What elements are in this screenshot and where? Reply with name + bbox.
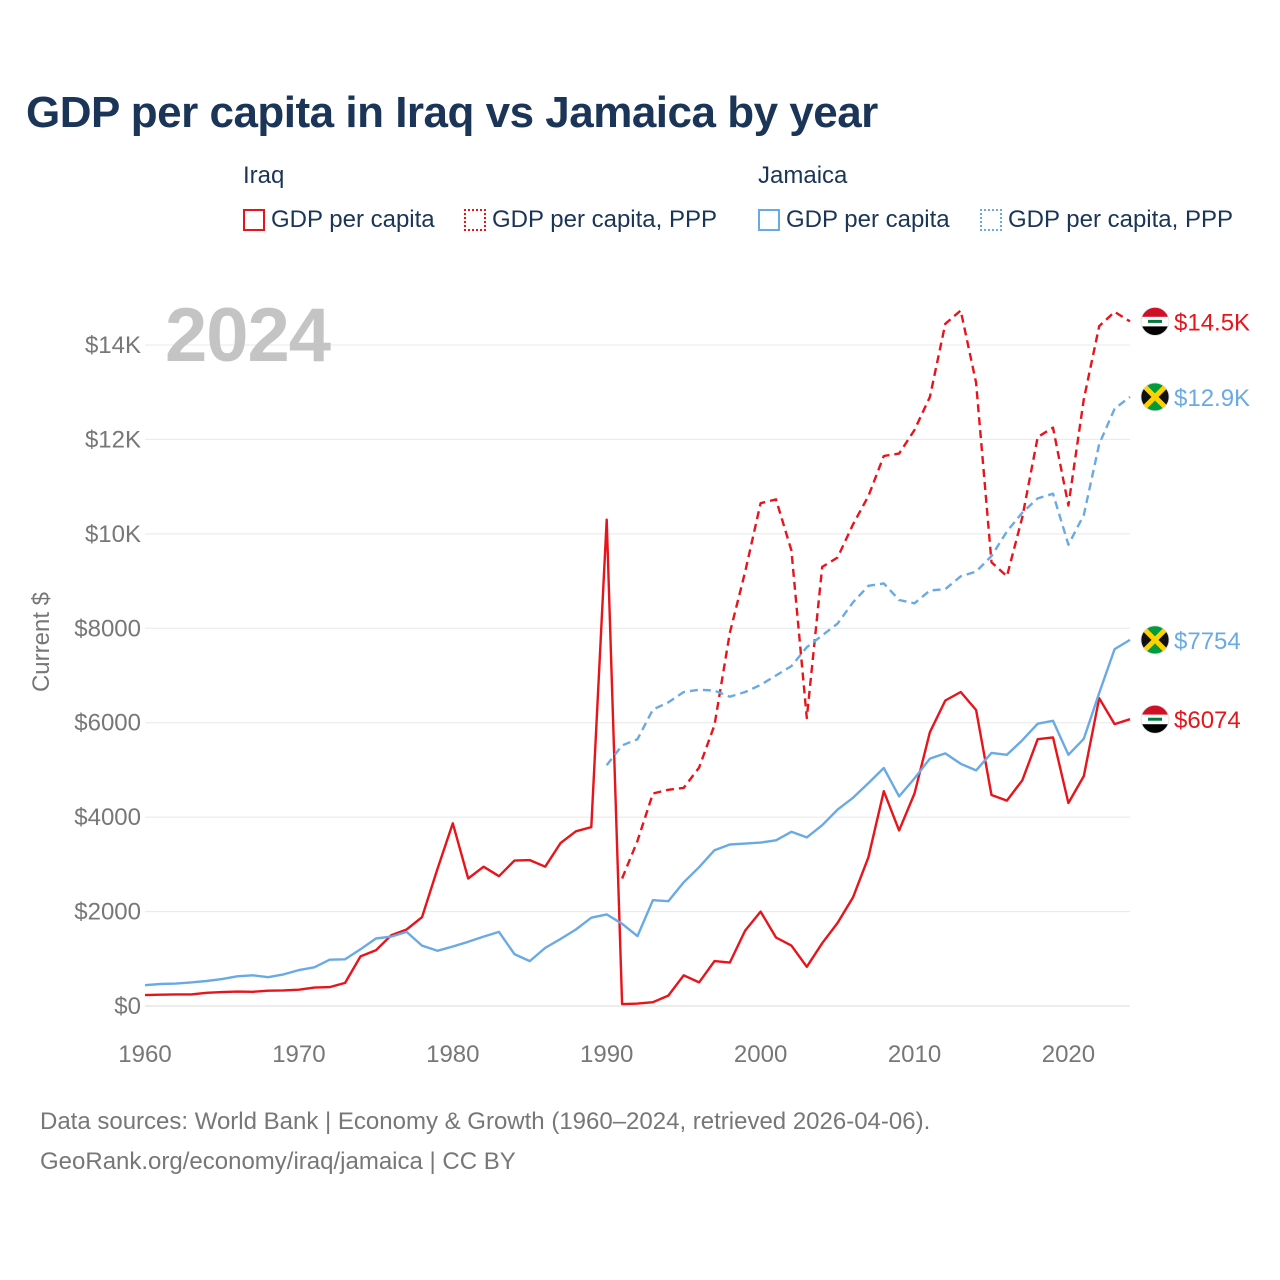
flag-emblem (1148, 717, 1162, 721)
series-line-jamaica-gdp-per-capita (144, 638, 1131, 987)
end-markers: $6074 $14.5K $7754 $12.9K (1140, 306, 1250, 734)
x-tick-label: 2020 (1042, 1041, 1095, 1068)
legend-swatch-solid-blue (758, 209, 780, 231)
y-tick-label: $6000 (74, 710, 141, 737)
flag-stripe-red (1141, 705, 1169, 715)
y-tick-label: $10K (85, 521, 141, 548)
gridlines (145, 344, 1130, 1007)
x-tick-label: 1980 (426, 1041, 479, 1068)
y-tick-label: $4000 (74, 804, 141, 831)
legend-iraq-gdp-ppp[interactable]: GDP per capita, PPP (464, 205, 717, 235)
jamaica-flag-icon (1140, 625, 1170, 655)
source-line-2[interactable]: GeoRank.org/economy/iraq/jamaica | CC BY (40, 1148, 516, 1175)
source-line-1: Data sources: World Bank | Economy & Gro… (40, 1108, 931, 1135)
end-value-label: $14.5K (1174, 309, 1250, 336)
legend-label: GDP per capita (271, 206, 435, 233)
x-tick-label: 2010 (888, 1041, 941, 1068)
flag-fill (1141, 705, 1169, 734)
iraq-flag-icon (1140, 306, 1170, 336)
flag-fill (1141, 382, 1169, 411)
legend-swatch-dotted-blue (980, 209, 1002, 231)
flag-fill (1141, 307, 1169, 336)
x-tick-label: 1970 (272, 1041, 325, 1068)
flag-outline (1140, 382, 1170, 412)
legend-group-jamaica: Jamaica (758, 162, 848, 189)
legend-label: GDP per capita (786, 206, 950, 233)
legend-jamaica-gdp-ppp[interactable]: GDP per capita, PPP (980, 205, 1233, 235)
flag-outline (1140, 306, 1170, 336)
chart-title: GDP per capita in Iraq vs Jamaica by yea… (26, 88, 878, 137)
series-lines (144, 309, 1131, 1006)
legend-label: GDP per capita, PPP (492, 206, 717, 233)
y-tick-label: $0 (114, 993, 141, 1020)
end-value-label: $6074 (1174, 707, 1241, 734)
x-tick-label: 1990 (580, 1041, 633, 1068)
legend-iraq-gdp[interactable]: GDP per capita (243, 205, 435, 235)
flag-stripe-black (1141, 724, 1169, 734)
legend-swatch-dotted-red (464, 209, 486, 231)
y-tick-label: $12K (85, 426, 141, 453)
x-tick-label: 2000 (734, 1041, 787, 1068)
flag-stripe-red (1141, 307, 1169, 317)
jamaica-flag-icon (1140, 382, 1170, 412)
y-tick-labels: $0 $2000 $4000 $6000 $8000 $10K $12K $14K (74, 332, 141, 1020)
legend-group-iraq: Iraq (243, 162, 285, 189)
iraq-flag-icon (1140, 704, 1170, 734)
series-line-jamaica-gdp-per-capita-ppp (605, 395, 1131, 766)
flag-saltire-b (1141, 382, 1169, 411)
legend-label: GDP per capita, PPP (1008, 206, 1233, 233)
flag-outline (1140, 704, 1170, 734)
legend-jamaica-gdp[interactable]: GDP per capita (758, 205, 950, 235)
y-tick-label: $8000 (74, 615, 141, 642)
x-tick-labels: 1960 1970 1980 1990 2000 2010 2020 (118, 1041, 1095, 1068)
flag-stripe-black (1141, 326, 1169, 336)
flag-outline (1140, 625, 1170, 655)
series-line-iraq-gdp-per-capita (144, 518, 1131, 1006)
x-tick-label: 1960 (118, 1041, 171, 1068)
flag-saltire-b (1141, 625, 1169, 654)
end-value-label: $7754 (1174, 628, 1241, 655)
current-year-label: 2024 (165, 293, 331, 378)
series-line-iraq-gdp-per-capita-ppp (620, 309, 1131, 879)
end-value-label: $12.9K (1174, 385, 1250, 412)
y-tick-label: $2000 (74, 899, 141, 926)
flag-emblem (1148, 319, 1162, 323)
legend-swatch-solid-red (243, 209, 265, 231)
y-tick-label: $14K (85, 332, 141, 359)
flag-fill (1141, 625, 1169, 654)
